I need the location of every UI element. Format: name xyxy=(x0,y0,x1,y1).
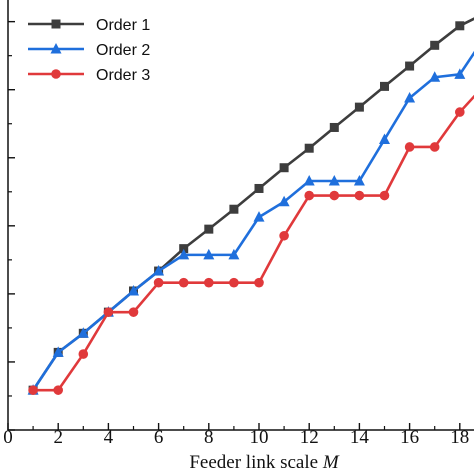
data-point xyxy=(304,190,315,201)
data-point xyxy=(404,92,416,103)
legend-label: Order 1 xyxy=(96,17,150,34)
series-line xyxy=(32,50,474,391)
data-point xyxy=(153,265,165,276)
data-point xyxy=(328,175,340,186)
legend-item: Order 2 xyxy=(28,42,150,59)
data-point xyxy=(303,175,315,186)
data-point xyxy=(454,68,466,79)
legend: Order 1 Order 2 Order 3 xyxy=(28,17,150,84)
legend-item: Order 3 xyxy=(28,67,150,84)
data-point xyxy=(128,284,139,296)
data-point xyxy=(455,21,465,31)
legend-item: Order 1 xyxy=(28,17,150,34)
data-point xyxy=(178,248,190,260)
data-point xyxy=(304,143,314,153)
x-tick-label: 16 xyxy=(400,427,419,448)
data-point xyxy=(229,204,239,214)
data-point xyxy=(254,183,264,193)
data-point xyxy=(52,346,64,357)
data-point xyxy=(379,133,390,144)
x-tick-label: 0 xyxy=(3,427,13,448)
series-3 xyxy=(28,94,474,395)
data-point xyxy=(204,224,214,234)
data-point xyxy=(253,211,265,222)
data-point xyxy=(380,81,389,91)
data-point xyxy=(103,307,114,317)
legend-marker xyxy=(51,69,61,79)
x-tick-label: 12 xyxy=(300,427,319,448)
x-tick-label: 10 xyxy=(250,427,269,448)
data-point xyxy=(430,40,440,50)
data-point xyxy=(203,248,215,260)
series-layer xyxy=(27,17,474,395)
data-point xyxy=(353,175,365,186)
data-point xyxy=(279,163,289,173)
x-tick-label: 18 xyxy=(450,427,469,448)
x-tick-label: 14 xyxy=(350,427,370,448)
data-point xyxy=(78,349,89,359)
data-point xyxy=(329,190,340,201)
data-point xyxy=(28,385,38,395)
data-point xyxy=(279,230,289,241)
legend-marker xyxy=(50,43,62,54)
series-line xyxy=(33,94,474,392)
x-tick-label: 2 xyxy=(53,427,63,448)
data-point xyxy=(429,71,441,82)
data-point xyxy=(77,327,89,338)
data-point xyxy=(228,248,240,260)
x-tick-label: 6 xyxy=(154,427,164,448)
data-point xyxy=(254,277,264,288)
legend-label: Order 3 xyxy=(96,67,150,84)
data-point xyxy=(128,307,139,317)
data-point xyxy=(53,385,63,395)
data-point xyxy=(455,107,465,117)
data-point xyxy=(178,277,189,288)
data-point xyxy=(379,190,390,201)
data-point xyxy=(153,277,164,288)
axes: 02468101214161820 xyxy=(3,0,474,448)
data-point xyxy=(229,277,239,288)
x-tick-label: 8 xyxy=(204,427,214,448)
data-point xyxy=(354,102,364,112)
legend-label: Order 2 xyxy=(96,42,150,59)
x-axis-label: Feeder link scale M xyxy=(189,452,339,473)
data-point xyxy=(405,61,415,71)
data-point xyxy=(204,277,214,288)
series-2 xyxy=(27,50,474,395)
data-point xyxy=(179,244,189,254)
data-point xyxy=(278,195,290,207)
data-point xyxy=(354,190,365,201)
data-point xyxy=(429,142,440,152)
plot-frame xyxy=(7,0,474,431)
data-point xyxy=(404,142,415,152)
x-tick-label: 4 xyxy=(104,427,114,448)
data-point xyxy=(329,122,339,132)
legend-marker xyxy=(51,19,61,29)
